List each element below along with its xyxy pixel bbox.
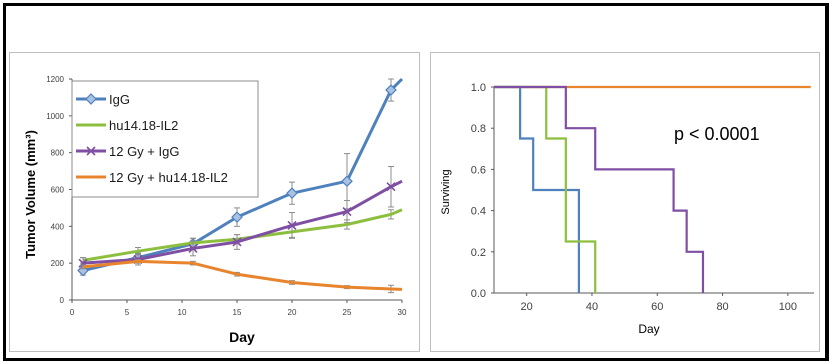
tumor-volume-chart: 0 200 400 600 800 1000 1200 0 5 10 15 20 25 30 Day Tumo… [23,75,407,345]
data-point [231,211,243,223]
legend-marker [85,93,97,105]
data-point [287,220,297,230]
legend-label: IgG [109,92,130,107]
x-tick-label: 80 [716,301,728,313]
data-point [188,243,198,253]
x-tick-label: 20 [288,308,297,317]
y-tick-label: 0 [60,296,65,305]
y-tick-label: 1.0 [471,82,486,94]
series-line [82,208,403,262]
y-tick-label: 0.0 [471,288,486,300]
legend-label: 12 Gy + IgG [109,144,179,159]
x-axis-label: Day [229,329,255,345]
legend-label: 12 Gy + hu14.18-IL2 [109,170,228,185]
y-tick-label: 200 [51,259,65,268]
legend: IgG hu14.18-IL2 12 Gy + IgG 12 Gy + hu14.18… [71,80,259,198]
y-tick-label: 1200 [46,75,64,84]
data-point [342,207,352,217]
data-point [386,182,396,192]
x-tick-label: 100 [779,301,797,313]
data-point [385,84,397,96]
series-4 [80,258,403,294]
data-point [286,187,298,200]
y-tick-label: 400 [51,222,65,231]
y-tick-label: 800 [51,149,65,158]
survival-chart-panel: 0.0 0.2 0.4 0.6 0.8 1.0 20 40 60 80 100 Day Survivin… [430,52,820,352]
series-line [82,179,403,265]
x-tick-label: 20 [521,301,533,313]
tumor-volume-chart-panel: 0 200 400 600 800 1000 1200 0 5 10 15 20 25 30 Day Tumo… [9,52,420,352]
x-tick-label: 40 [586,301,598,313]
x-tick-label: 10 [178,308,187,317]
y-tick-label: 600 [51,186,65,195]
survival-curve-4 [494,85,705,293]
x-tick-label: 5 [125,308,130,317]
x-tick-label: 0 [70,308,75,317]
y-tick-label: 0.4 [471,206,486,218]
x-tick-label: 25 [343,308,352,317]
x-axis-label: Day [638,322,659,336]
y-axis-label: Surviving [440,169,452,214]
y-axis-label: Tumor Volume (mm³) [23,130,38,259]
y-tick-label: 1000 [46,112,64,121]
survival-chart: 0.0 0.2 0.4 0.6 0.8 1.0 20 40 60 80 100 Day Survivin… [440,82,814,336]
x-tick-label: 15 [233,308,242,317]
data-point [232,237,242,247]
legend-marker [86,146,96,156]
p-value-annotation: p < 0.0001 [674,124,760,144]
x-tick-label: 30 [398,308,407,317]
y-tick-label: 0.8 [471,123,486,135]
x-tick-label: 60 [651,301,663,313]
series-line [82,77,404,272]
data-point [341,175,353,188]
series-line [82,259,403,291]
y-tick-label: 0.6 [471,164,486,176]
legend-label: hu14.18-IL2 [109,118,178,133]
y-tick-label: 0.2 [471,247,486,259]
